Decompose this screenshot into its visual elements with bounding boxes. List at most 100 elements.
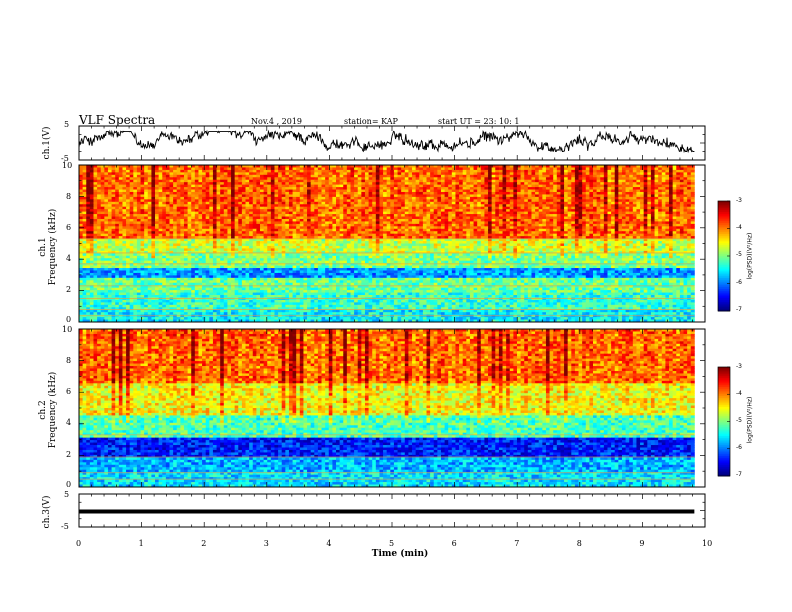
spectrogram-cell <box>665 167 669 170</box>
spectrogram-cell <box>343 212 347 215</box>
spectrogram-cell <box>669 180 673 183</box>
spectrogram-cell <box>83 190 87 193</box>
spectrogram-cell <box>535 187 539 190</box>
spectrogram-cell <box>93 226 97 229</box>
spectrogram-cell <box>264 234 268 237</box>
spectrogram-cell <box>604 209 608 212</box>
spectrogram-cell <box>636 199 640 202</box>
spectrogram-cell <box>691 221 695 224</box>
spectrogram-cell <box>647 224 651 227</box>
spectrogram-cell <box>531 202 535 205</box>
spectrogram-cell <box>546 187 550 190</box>
spectrogram-cell <box>503 175 507 178</box>
spectrogram-cell <box>405 177 409 180</box>
spectrogram-cell <box>495 204 499 207</box>
spectrogram-cell <box>155 182 159 185</box>
spectrogram-cell <box>376 190 380 193</box>
spectrogram-cell <box>636 187 640 190</box>
spectrogram-cell <box>557 217 561 220</box>
spectrogram-cell <box>144 185 148 188</box>
spectrogram-cell <box>499 190 503 193</box>
spectrogram-cell <box>104 204 108 207</box>
spectrogram-cell <box>329 229 333 232</box>
spectrogram-cell <box>264 221 268 224</box>
spectrogram-cell <box>133 202 137 205</box>
spectrogram-cell <box>303 187 307 190</box>
spectrogram-cell <box>209 202 213 205</box>
spectrogram-cell <box>669 177 673 180</box>
spectrogram-cell <box>195 212 199 215</box>
spectrogram-cell <box>217 199 221 202</box>
spectrogram-cell <box>622 194 626 197</box>
spectrogram-cell <box>441 190 445 193</box>
spectrogram-cell <box>600 221 604 224</box>
spectrogram-cell <box>93 204 97 207</box>
spectrogram-cell <box>256 194 260 197</box>
spectrogram-cell <box>101 177 105 180</box>
spectrogram-cell <box>434 190 438 193</box>
spectrogram-cell <box>155 214 159 217</box>
spectrogram-cell <box>322 229 326 232</box>
spectrogram-cell <box>564 219 568 222</box>
spectrogram-cell <box>267 217 271 220</box>
spectrogram-cell <box>651 185 655 188</box>
spectrogram-cell <box>513 182 517 185</box>
spectrogram-cell <box>611 214 615 217</box>
spectrogram-cell <box>542 177 546 180</box>
spectrogram-cell <box>119 194 123 197</box>
spectrogram-cell <box>387 175 391 178</box>
spectrogram-cell <box>365 217 369 220</box>
spectrogram-cell <box>235 170 239 173</box>
spectrogram-cell <box>90 180 94 183</box>
spectrogram-cell <box>173 197 177 200</box>
spectrogram-cell <box>506 177 510 180</box>
spectrogram-cell <box>133 194 137 197</box>
spectrogram-cell <box>119 177 123 180</box>
spectrogram-cell <box>517 207 521 210</box>
spectrogram-cell <box>408 219 412 222</box>
spectrogram-cell <box>615 214 619 217</box>
spectrogram-cell <box>655 231 659 234</box>
spectrogram-cell <box>579 194 583 197</box>
spectrogram-cell <box>405 207 409 210</box>
spectrogram-cell <box>343 229 347 232</box>
spectrogram-cell <box>474 231 478 234</box>
spectrogram-cell <box>593 217 597 220</box>
spectrogram-cell <box>658 185 662 188</box>
spectrogram-cell <box>684 214 688 217</box>
spectrogram-cell <box>227 177 231 180</box>
spectrogram-cell <box>687 185 691 188</box>
spectrogram-cell <box>510 226 514 229</box>
spectrogram-cell <box>466 187 470 190</box>
spectrogram-cell <box>224 199 228 202</box>
spectrogram-cell <box>401 180 405 183</box>
spectrogram-cell <box>484 229 488 232</box>
spectrogram-cell <box>285 177 289 180</box>
spectrogram-cell <box>503 212 507 215</box>
spectrogram-cell <box>546 229 550 232</box>
spectrogram-cell <box>166 229 170 232</box>
spectrogram-cell <box>405 175 409 178</box>
spectrogram-cell <box>97 170 101 173</box>
spectrogram-cell <box>126 190 130 193</box>
spectrogram-cell <box>303 194 307 197</box>
spectrogram-cell <box>318 185 322 188</box>
spectrogram-cell <box>242 204 246 207</box>
spectrogram-cell <box>133 170 137 173</box>
spectrogram-cell <box>492 202 496 205</box>
spectrogram-cell <box>246 231 250 234</box>
spectrogram-cell <box>517 177 521 180</box>
spectrogram-cell <box>282 224 286 227</box>
spectrogram-cell <box>586 204 590 207</box>
spectrogram-cell <box>350 177 354 180</box>
spectrogram-cell <box>589 199 593 202</box>
spectrogram-cell <box>231 197 235 200</box>
spectrogram-cell <box>633 229 637 232</box>
spectrogram-cell <box>434 212 438 215</box>
spectrogram-cell <box>658 197 662 200</box>
spectrogram-cell <box>618 182 622 185</box>
spectrogram-cell <box>655 214 659 217</box>
spectrogram-cell <box>513 199 517 202</box>
spectrogram-cell <box>122 231 126 234</box>
spectrogram-cell <box>615 231 619 234</box>
